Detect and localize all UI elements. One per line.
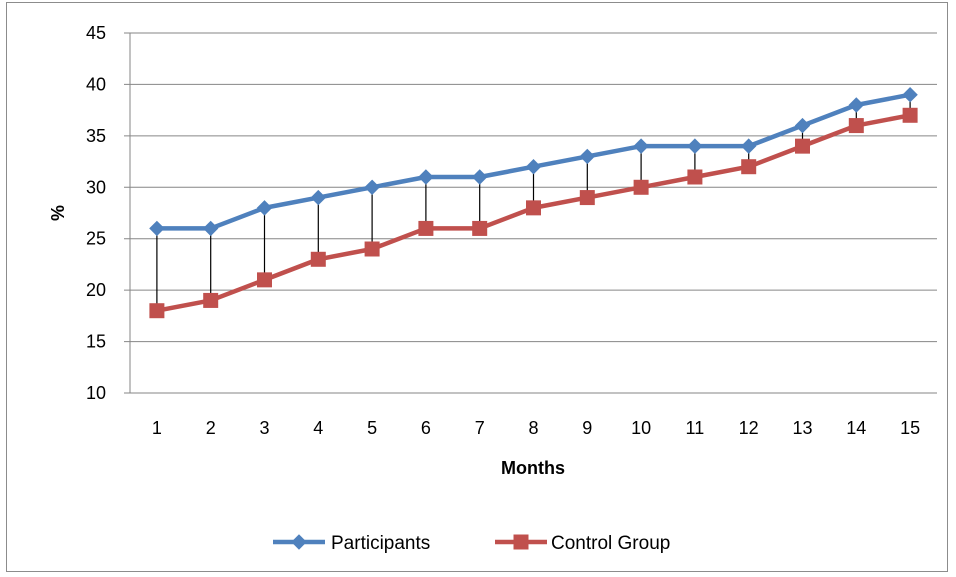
x-tick-label: 5 <box>367 418 377 438</box>
data-point <box>740 138 757 154</box>
data-point <box>257 272 272 288</box>
data-point <box>149 220 165 237</box>
series-1 <box>149 87 918 237</box>
data-point <box>525 159 542 175</box>
data-point <box>418 169 434 185</box>
x-tick-label: 10 <box>631 418 651 438</box>
legend-item: Participants <box>273 533 430 554</box>
data-point <box>902 107 918 123</box>
series-2 <box>149 107 918 319</box>
data-point <box>149 303 165 319</box>
y-tick-label: 20 <box>86 280 106 300</box>
x-tick-label: 4 <box>313 418 323 438</box>
data-point <box>579 148 596 165</box>
data-point <box>687 138 703 154</box>
legend: Participants Control Group <box>273 533 670 554</box>
data-point <box>741 159 757 175</box>
data-point <box>310 189 327 206</box>
data-point <box>633 179 649 195</box>
x-tick-label: 6 <box>421 418 431 438</box>
x-tick-label: 8 <box>528 418 538 438</box>
data-point <box>471 169 488 185</box>
x-tick-label: 13 <box>792 418 812 438</box>
data-point <box>310 251 326 267</box>
data-point <box>848 97 865 113</box>
x-tick-label: 12 <box>739 418 759 438</box>
data-point <box>256 200 273 216</box>
x-tick-label: 11 <box>686 418 705 438</box>
x-tick-label: 9 <box>582 418 592 438</box>
y-tick-labels: 10 15 20 25 30 35 40 45 <box>86 23 106 403</box>
x-tick-label: 3 <box>259 418 269 438</box>
data-point <box>418 220 434 236</box>
gridlines <box>124 32 937 394</box>
x-tick-label: 2 <box>206 418 216 438</box>
x-tick-label: 7 <box>475 418 485 438</box>
legend-marker <box>291 534 307 550</box>
y-axis-title: % <box>48 205 68 221</box>
data-point <box>472 220 488 236</box>
data-point <box>364 179 380 195</box>
series-lines <box>149 87 918 319</box>
data-point <box>848 118 864 134</box>
x-tick-label: 1 <box>152 418 162 438</box>
legend-label: Control Group <box>551 533 670 554</box>
data-point <box>902 87 918 103</box>
y-tick-label: 45 <box>86 23 106 43</box>
x-tick-label: 14 <box>846 418 866 438</box>
chart-frame <box>6 2 948 572</box>
data-point <box>794 117 811 134</box>
legend-item: Control Group <box>495 533 670 554</box>
data-point <box>579 190 595 206</box>
y-tick-label: 35 <box>86 126 106 146</box>
legend-marker <box>513 534 529 550</box>
data-point <box>526 200 541 216</box>
x-axis-title: Months <box>501 458 565 478</box>
x-tick-labels: 1 2 3 4 5 6 7 8 9 10 11 12 13 14 15 <box>152 418 920 438</box>
legend-label: Participants <box>331 533 430 554</box>
x-tick-label: 15 <box>900 418 920 438</box>
data-point <box>687 169 703 185</box>
y-tick-label: 15 <box>86 332 106 352</box>
y-tick-label: 40 <box>86 74 106 94</box>
data-point <box>364 241 380 257</box>
y-tick-label: 30 <box>86 177 106 197</box>
data-point <box>203 292 219 308</box>
data-point <box>202 220 219 237</box>
y-tick-label: 25 <box>86 229 106 249</box>
data-point <box>633 138 649 154</box>
y-tick-label: 10 <box>86 383 106 403</box>
data-point <box>795 138 810 154</box>
